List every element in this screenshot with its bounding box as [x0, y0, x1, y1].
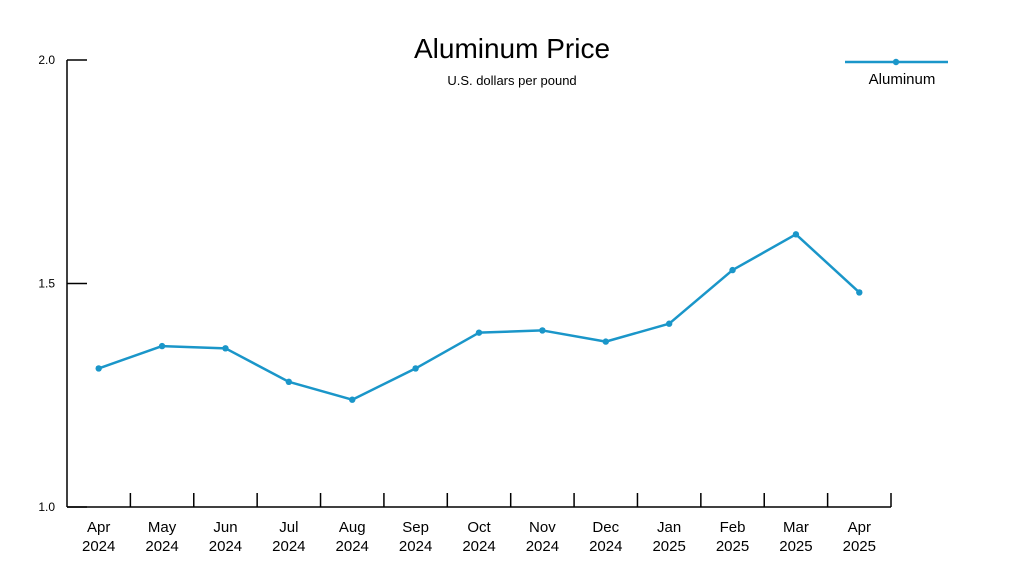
x-tick-label: Feb 2025 [716, 519, 749, 555]
data-point [602, 338, 609, 345]
y-axis-ticks: 1.0 1.5 2.0 [38, 53, 87, 514]
data-point [539, 327, 546, 334]
legend-label: Aluminum [869, 71, 936, 88]
x-axis-ticks: Apr 2024 May 2024 Jun 2024 Jul 2024 Aug 2024 Sep 20… [82, 493, 892, 555]
series-line [98, 233, 861, 401]
data-point [285, 378, 293, 386]
data-point [729, 266, 736, 274]
data-point [222, 345, 229, 352]
axes [66, 60, 891, 508]
x-tick-label: Mar 2025 [779, 519, 812, 555]
chart-subtitle: U.S. dollars per pound [447, 73, 576, 88]
data-point [349, 396, 356, 403]
legend-marker [892, 58, 900, 66]
x-tick-label: Dec 2024 [589, 519, 622, 555]
data-point [158, 342, 166, 350]
y-tick-label: 1.5 [38, 277, 55, 291]
data-point [95, 365, 102, 372]
x-tick-label: Apr 2024 [82, 519, 115, 555]
legend: Aluminum [845, 58, 948, 88]
x-tick-label: Apr 2025 [843, 519, 876, 555]
data-point [792, 231, 800, 238]
data-point [475, 329, 483, 336]
x-tick-label: Oct 2024 [462, 519, 495, 555]
x-tick-label: Nov 2024 [526, 519, 559, 555]
series-aluminum [95, 231, 863, 403]
y-tick-label: 2.0 [38, 53, 55, 67]
data-point [412, 365, 419, 372]
x-tick-label: Sep 2024 [399, 519, 432, 555]
x-tick-label: Aug 2024 [336, 519, 369, 555]
y-tick-label: 1.0 [38, 500, 55, 514]
x-tick-label: Jan 2025 [652, 519, 685, 555]
data-point [856, 289, 863, 296]
x-tick-label: May 2024 [145, 519, 178, 555]
chart-title: Aluminum Price [414, 33, 610, 64]
x-tick-label: Jul 2024 [272, 519, 305, 555]
data-point [665, 320, 673, 327]
x-tick-label: Jun 2024 [209, 519, 242, 555]
